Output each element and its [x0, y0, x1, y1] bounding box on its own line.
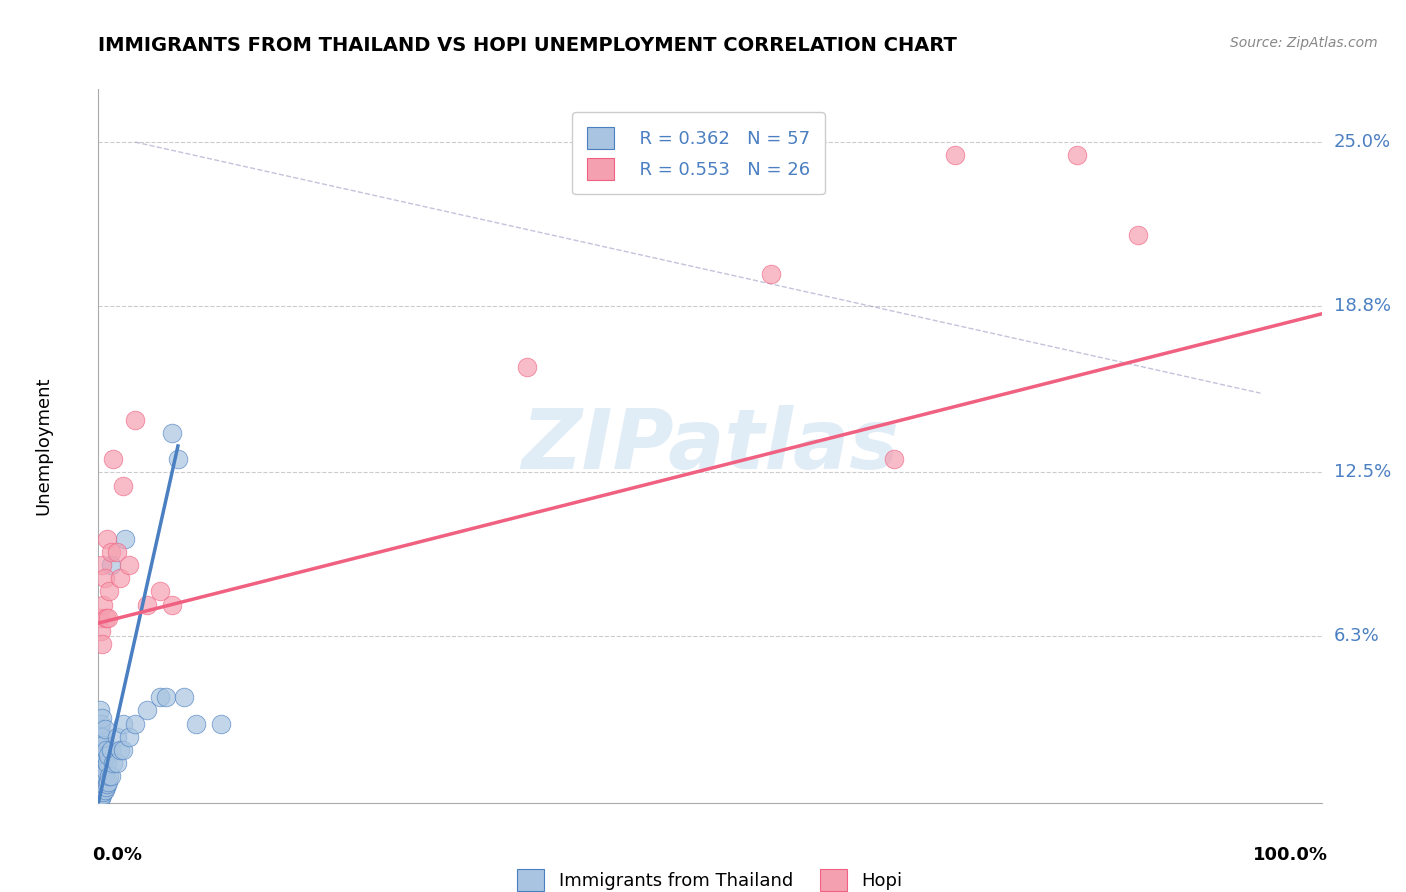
Point: [97, 611, 120, 625]
Point: [1128, 227, 1150, 242]
Point: [93, 571, 115, 585]
Point: [89, 611, 111, 625]
Legend: Immigrants from Thailand, Hopi: Immigrants from Thailand, Hopi: [510, 862, 910, 892]
Point: [96, 777, 118, 791]
Point: [91, 774, 114, 789]
Point: [90, 756, 112, 771]
Point: [136, 598, 159, 612]
Point: [90, 743, 112, 757]
Point: [943, 148, 966, 162]
Point: [98, 769, 121, 783]
Point: [114, 532, 136, 546]
Point: [160, 425, 183, 440]
Point: [118, 730, 141, 744]
Point: [90, 782, 112, 797]
Point: [89, 722, 111, 736]
Point: [105, 545, 128, 559]
Point: [91, 764, 114, 778]
Text: Unemployment: Unemployment: [34, 376, 52, 516]
Point: [90, 716, 112, 731]
Point: [89, 782, 111, 797]
Point: [111, 478, 134, 492]
Point: [1066, 148, 1088, 162]
Point: [124, 716, 146, 731]
Point: [93, 748, 115, 763]
Point: [91, 598, 114, 612]
Point: [100, 558, 122, 572]
Point: [91, 738, 114, 752]
Point: [105, 730, 128, 744]
Point: [155, 690, 177, 704]
Point: [91, 748, 114, 763]
Point: [90, 790, 112, 805]
Point: [91, 788, 114, 802]
Point: [173, 690, 195, 704]
Point: [89, 764, 111, 778]
Point: [93, 722, 115, 736]
Point: [97, 748, 120, 763]
Point: [167, 452, 190, 467]
Point: [89, 790, 111, 805]
Point: [94, 743, 117, 757]
Point: [91, 756, 114, 771]
Point: [149, 690, 172, 704]
Point: [761, 267, 783, 281]
Text: Source: ZipAtlas.com: Source: ZipAtlas.com: [1230, 36, 1378, 50]
Point: [89, 774, 111, 789]
Point: [97, 774, 120, 789]
Point: [91, 558, 114, 572]
Text: 100.0%: 100.0%: [1253, 846, 1327, 863]
Text: ZIPatlas: ZIPatlas: [522, 406, 898, 486]
Point: [91, 777, 114, 791]
Point: [90, 730, 112, 744]
Point: [101, 756, 124, 771]
Point: [94, 611, 117, 625]
Text: 18.8%: 18.8%: [1334, 297, 1391, 315]
Point: [883, 452, 905, 467]
Point: [91, 637, 114, 651]
Point: [91, 785, 114, 799]
Point: [100, 769, 122, 783]
Point: [100, 545, 122, 559]
Point: [96, 532, 118, 546]
Text: 6.3%: 6.3%: [1334, 627, 1379, 645]
Text: 12.5%: 12.5%: [1334, 464, 1391, 482]
Point: [111, 743, 134, 757]
Point: [136, 703, 159, 717]
Point: [124, 412, 146, 426]
Point: [91, 730, 114, 744]
Point: [94, 764, 117, 778]
Point: [101, 452, 124, 467]
Point: [98, 584, 121, 599]
Point: [149, 584, 172, 599]
Point: [110, 743, 132, 757]
Point: [96, 756, 118, 771]
Point: [186, 716, 208, 731]
Point: [105, 756, 128, 771]
Point: [111, 716, 134, 731]
Point: [90, 769, 112, 783]
Point: [209, 716, 232, 731]
Point: [94, 780, 117, 794]
Point: [93, 782, 115, 797]
Point: [89, 703, 111, 717]
Point: [89, 748, 111, 763]
Point: [90, 624, 112, 638]
Point: [89, 738, 111, 752]
Point: [110, 571, 132, 585]
Text: IMMIGRANTS FROM THAILAND VS HOPI UNEMPLOYMENT CORRELATION CHART: IMMIGRANTS FROM THAILAND VS HOPI UNEMPLO…: [98, 36, 957, 54]
Point: [91, 711, 114, 725]
Text: 0.0%: 0.0%: [93, 846, 142, 863]
Text: 25.0%: 25.0%: [1334, 133, 1391, 151]
Point: [100, 743, 122, 757]
Point: [118, 558, 141, 572]
Point: [93, 769, 115, 783]
Point: [160, 598, 183, 612]
Point: [515, 359, 537, 374]
